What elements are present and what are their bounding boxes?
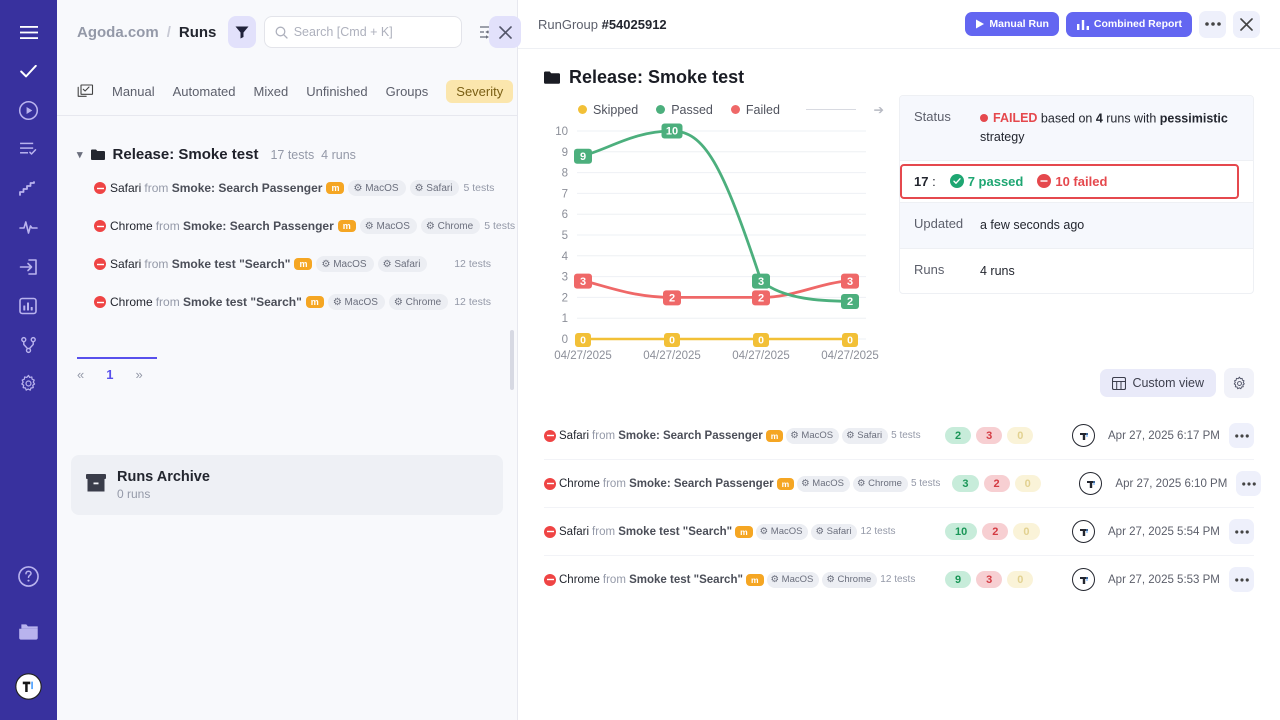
svg-text:9: 9 [580,151,586,163]
svg-text:0: 0 [758,335,764,347]
svg-text:6: 6 [562,209,568,221]
svg-text:04/27/2025: 04/27/2025 [554,350,612,362]
svg-text:2: 2 [758,293,764,305]
svg-text:1: 1 [562,313,568,325]
svg-text:4: 4 [562,251,569,263]
svg-text:0: 0 [847,335,853,347]
svg-text:0: 0 [562,334,568,346]
svg-text:04/27/2025: 04/27/2025 [643,350,701,362]
svg-text:2: 2 [562,292,568,304]
svg-text:10: 10 [555,126,568,138]
svg-text:2: 2 [669,293,675,305]
svg-text:3: 3 [580,276,586,288]
svg-text:8: 8 [562,168,568,180]
svg-text:3: 3 [562,272,568,284]
svg-text:2: 2 [847,296,853,308]
svg-text:3: 3 [758,276,764,288]
svg-text:7: 7 [562,188,568,200]
svg-text:0: 0 [580,335,586,347]
svg-text:3: 3 [847,276,853,288]
svg-text:10: 10 [666,126,678,138]
svg-text:9: 9 [562,147,568,159]
svg-text:5: 5 [562,230,568,242]
svg-text:04/27/2025: 04/27/2025 [732,350,790,362]
svg-text:04/27/2025: 04/27/2025 [821,350,879,362]
svg-text:0: 0 [669,335,675,347]
